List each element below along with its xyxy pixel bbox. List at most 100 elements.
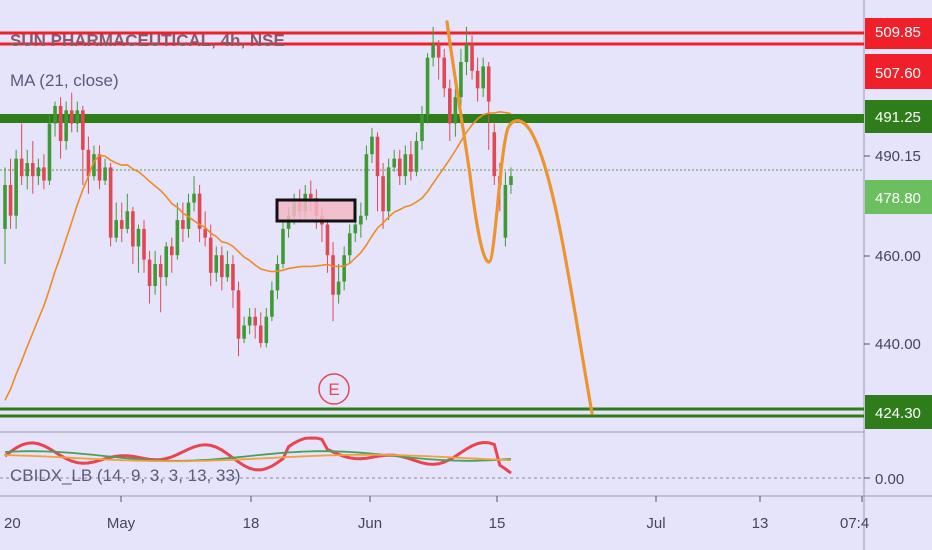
candle-up[interactable] xyxy=(459,62,463,98)
projection-path[interactable] xyxy=(445,20,594,415)
candle-down[interactable] xyxy=(231,264,235,291)
candle-up[interactable] xyxy=(420,114,424,142)
consolidation-box[interactable] xyxy=(275,198,357,223)
price-pane[interactable] xyxy=(0,0,864,432)
candle-up[interactable] xyxy=(92,154,96,177)
candle-down[interactable] xyxy=(108,167,113,238)
earnings-event-marker[interactable]: E xyxy=(318,373,350,405)
candle-up[interactable] xyxy=(153,264,157,286)
candle-up[interactable] xyxy=(36,167,41,177)
candle-down[interactable] xyxy=(119,220,124,229)
candle-up[interactable] xyxy=(64,110,68,142)
candle-down[interactable] xyxy=(436,44,441,58)
candle-up[interactable] xyxy=(214,255,219,273)
event-circle[interactable] xyxy=(318,373,350,405)
candle-up[interactable] xyxy=(75,110,80,124)
indicator-fast-ma[interactable] xyxy=(4,450,512,462)
candle-up[interactable] xyxy=(136,228,141,247)
candle-down[interactable] xyxy=(220,255,224,278)
candle-up[interactable] xyxy=(164,246,169,278)
candle-down[interactable] xyxy=(69,110,74,124)
candle-up[interactable] xyxy=(386,167,391,212)
indicator-main-line[interactable] xyxy=(4,436,512,475)
candle-up[interactable] xyxy=(25,163,30,177)
candle-down[interactable] xyxy=(381,176,385,212)
candle-up[interactable] xyxy=(125,211,130,229)
candle-up[interactable] xyxy=(425,57,430,115)
candle-up[interactable] xyxy=(225,264,230,278)
candle-down[interactable] xyxy=(170,246,174,256)
candle-up[interactable] xyxy=(264,316,269,344)
candle-up[interactable] xyxy=(242,325,246,339)
candle-up[interactable] xyxy=(281,228,285,265)
candle-up[interactable] xyxy=(403,154,408,177)
candle-down[interactable] xyxy=(236,290,241,339)
candle-up[interactable] xyxy=(192,193,196,203)
candle-up[interactable] xyxy=(275,264,280,291)
candle-down[interactable] xyxy=(325,224,330,256)
candle-down[interactable] xyxy=(475,70,480,89)
candle-up[interactable] xyxy=(353,224,358,234)
candle-up[interactable] xyxy=(503,184,508,238)
candle-up[interactable] xyxy=(431,44,435,58)
candle-down[interactable] xyxy=(8,184,13,216)
candle-down[interactable] xyxy=(58,105,63,142)
candle-down[interactable] xyxy=(147,259,152,286)
candle-up[interactable] xyxy=(53,105,57,124)
candle-up[interactable] xyxy=(347,233,352,256)
candle-down[interactable] xyxy=(486,66,491,102)
candle-up[interactable] xyxy=(509,176,513,185)
candle-down[interactable] xyxy=(375,136,380,177)
candle-down[interactable] xyxy=(42,167,46,181)
resistance-lines[interactable] xyxy=(0,31,864,46)
candle-up[interactable] xyxy=(414,141,419,172)
candle-down[interactable] xyxy=(31,163,35,177)
indicator-slow-ma[interactable] xyxy=(4,453,512,463)
candle-down[interactable] xyxy=(197,193,202,229)
support-band-491[interactable] xyxy=(0,114,864,123)
candle-up[interactable] xyxy=(453,97,458,124)
candle-up[interactable] xyxy=(464,44,469,63)
candle-up[interactable] xyxy=(14,158,18,216)
candle-down[interactable] xyxy=(86,149,91,177)
candle-up[interactable] xyxy=(3,184,7,229)
candle-down[interactable] xyxy=(409,154,413,172)
candle-up[interactable] xyxy=(47,123,52,181)
candle-up[interactable] xyxy=(364,154,369,216)
candle-down[interactable] xyxy=(397,158,402,177)
candle-down[interactable] xyxy=(81,110,85,150)
price-axis[interactable]: 509.85 507.60 491.25 490.15 478.80 460.0… xyxy=(864,18,932,429)
candle-up[interactable] xyxy=(175,220,180,256)
support-lines-424[interactable] xyxy=(0,407,864,418)
candle-up[interactable] xyxy=(103,167,107,181)
candle-down[interactable] xyxy=(309,193,313,199)
candle-up[interactable] xyxy=(270,290,274,317)
candle-down[interactable] xyxy=(158,264,163,278)
moving-average-line[interactable] xyxy=(4,110,512,401)
candle-down[interactable] xyxy=(258,325,263,344)
candle-down[interactable] xyxy=(448,88,452,124)
candle-up[interactable] xyxy=(336,281,341,295)
candle-down[interactable] xyxy=(97,154,102,181)
candle-up[interactable] xyxy=(114,220,118,238)
time-axis[interactable]: 20 May 18 Jun 15 Jul 13 07:4 xyxy=(4,515,869,532)
candle-down[interactable] xyxy=(181,220,185,229)
candle-down[interactable] xyxy=(442,57,447,89)
candle-down[interactable] xyxy=(470,44,474,71)
candle-down[interactable] xyxy=(19,158,24,177)
candle-down[interactable] xyxy=(331,255,335,295)
candle-down[interactable] xyxy=(208,237,213,273)
candle-down[interactable] xyxy=(203,228,207,238)
candle-up[interactable] xyxy=(481,66,485,89)
candle-up[interactable] xyxy=(342,255,346,282)
candle-down[interactable] xyxy=(142,228,146,260)
candle-up[interactable] xyxy=(370,136,374,155)
candle-down[interactable] xyxy=(131,211,135,247)
candle-up[interactable] xyxy=(186,202,191,229)
candle-down[interactable] xyxy=(253,316,257,326)
candle-up[interactable] xyxy=(247,316,252,326)
candle-up[interactable] xyxy=(359,215,363,225)
candle-up[interactable] xyxy=(392,158,396,168)
